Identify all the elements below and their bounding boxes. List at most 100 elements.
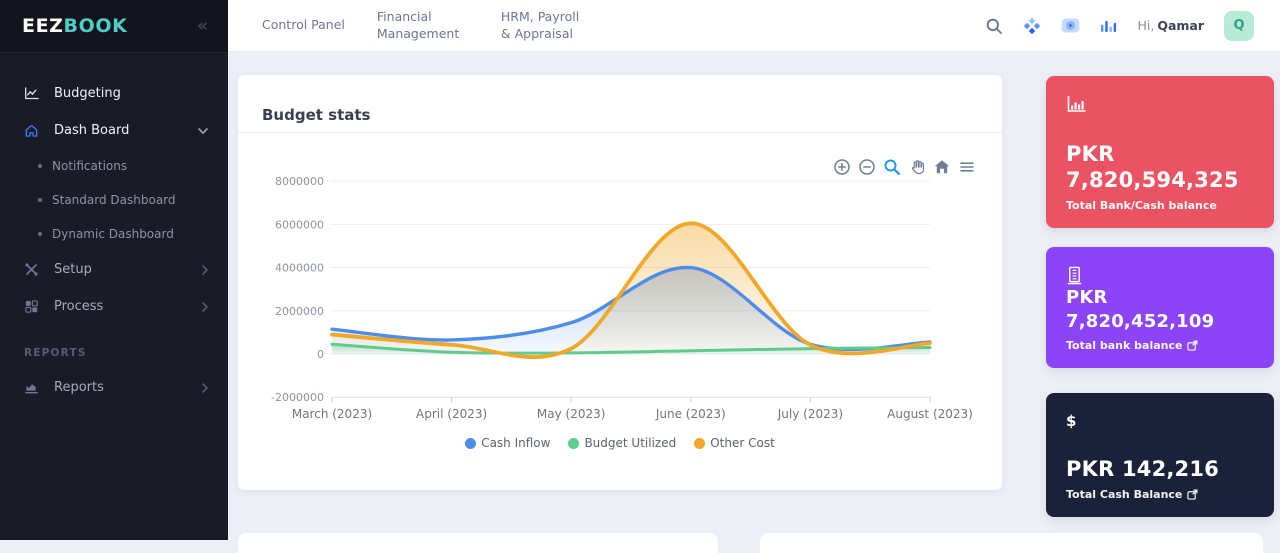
chevron-right-icon: [202, 382, 208, 393]
budget-chart[interactable]: 8000000 6000000 4000000 2000000 0 -2000000 Mar…: [238, 133, 1002, 433]
sidebar-section-label: REPORTS: [24, 347, 87, 359]
legend-label: Other Cost: [710, 436, 775, 450]
logo-part1: EEZ: [22, 15, 64, 37]
external-link-icon[interactable]: [1187, 489, 1198, 500]
selection-zoom-icon[interactable]: [883, 158, 901, 176]
chart-toolbar: [833, 158, 976, 176]
video-tutorial-icon[interactable]: [1061, 18, 1080, 33]
stat-label: Total bank balance: [1066, 339, 1254, 352]
app-logo: EEZBOOK: [22, 15, 127, 37]
sidebar-item-setup[interactable]: Setup: [0, 251, 228, 288]
stat-label: Total Bank/Cash balance: [1066, 199, 1217, 212]
bank-icon: [1066, 265, 1254, 285]
reset-zoom-icon[interactable]: [933, 158, 951, 176]
svg-text:May (2023): May (2023): [537, 407, 606, 421]
user-greeting: Hi, Qamar: [1137, 18, 1204, 33]
budgeting-chart-icon: [24, 86, 39, 101]
bullet-icon: [38, 232, 42, 236]
external-link-icon[interactable]: [1187, 340, 1198, 351]
sidebar-item-label: Dash Board: [54, 123, 130, 138]
topbar-right: Hi, Qamar Q: [985, 10, 1254, 41]
legend-item-budget-utilized[interactable]: Budget Utilized: [568, 436, 676, 450]
svg-text:June (2023): June (2023): [655, 407, 726, 421]
budget-stats-card: Budget stats 8000000 6000000 4000000 200000…: [238, 75, 1002, 490]
stat-value: PKR 142,216: [1066, 456, 1219, 481]
sidebar-collapse-icon[interactable]: «: [197, 15, 208, 36]
sidebar-item-label: Standard Dashboard: [52, 193, 176, 207]
legend-label: Budget Utilized: [584, 436, 677, 450]
process-grid-icon: [24, 299, 39, 314]
svg-text:March (2023): March (2023): [292, 407, 372, 421]
chart-legend: Cash Inflow Budget Utilized Other Cost: [238, 436, 1002, 450]
svg-text:6000000: 6000000: [275, 218, 324, 231]
topnav: Control Panel Financial Management HRM, Pa…: [262, 9, 593, 43]
sidebar-item-process[interactable]: Process: [0, 288, 228, 325]
topnav-item-financial-management[interactable]: Financial Management: [376, 8, 460, 41]
topbar: Control Panel Financial Management HRM, Pa…: [228, 0, 1280, 52]
greeting-prefix: Hi,: [1137, 18, 1155, 33]
sidebar-item-label: Setup: [54, 262, 92, 277]
legend-label: Cash Inflow: [481, 436, 551, 450]
bottom-card-peek-left: [238, 533, 718, 553]
sidebar-item-label: Budgeting: [54, 86, 121, 101]
svg-text:August (2023): August (2023): [887, 407, 973, 421]
topbar-icons: [985, 17, 1117, 35]
sidebar-item-dash-board[interactable]: Dash Board: [0, 112, 228, 149]
home-icon: [24, 123, 39, 138]
sidebar-item-dynamic-dashboard[interactable]: Dynamic Dashboard: [0, 217, 228, 251]
main-content: Budget stats 8000000 6000000 4000000 200000…: [228, 52, 1280, 553]
chevron-right-icon: [202, 301, 208, 312]
stat-value: 7,820,594,325: [1066, 167, 1239, 192]
stat-card-total-bank-balance[interactable]: PKR 7,820,452,109 Total bank balance: [1046, 247, 1274, 368]
svg-text:4000000: 4000000: [275, 262, 324, 275]
menu-icon[interactable]: [958, 158, 976, 176]
legend-dot-icon: [694, 437, 706, 449]
svg-text:July (2023): July (2023): [777, 407, 843, 421]
sidebar-nav: Budgeting Dash Board Notifications Standard…: [0, 53, 228, 406]
stat-card-total-bank-cash-balance[interactable]: PKR 7,820,594,325 Total Bank/Cash balance: [1046, 76, 1274, 228]
apps-icon[interactable]: [1023, 17, 1041, 35]
sidebar-item-budgeting[interactable]: Budgeting: [0, 75, 228, 112]
sidebar-item-label: Dynamic Dashboard: [52, 227, 174, 241]
dollar-icon: $: [1066, 412, 1077, 430]
sidebar: EEZBOOK « Budgeting Dash Board Notificatio…: [0, 0, 228, 540]
topnav-item-hrm-payroll-appraisal[interactable]: HRM, Payroll & Appraisal: [500, 8, 580, 41]
bullet-icon: [38, 164, 42, 168]
zoom-in-icon[interactable]: [833, 158, 851, 176]
sidebar-item-label: Reports: [54, 380, 104, 395]
card-title: Budget stats: [262, 106, 371, 125]
legend-dot-icon: [568, 437, 580, 449]
stat-card-total-cash-balance[interactable]: $ PKR 142,216 Total Cash Balance: [1046, 393, 1274, 517]
sidebar-item-label: Process: [54, 299, 104, 314]
svg-text:8000000: 8000000: [275, 175, 324, 188]
legend-dot-icon: [465, 437, 477, 449]
avatar[interactable]: Q: [1224, 10, 1254, 41]
bar-chart-axis-icon: [1066, 94, 1254, 114]
card-divider: [238, 132, 1002, 133]
legend-item-cash-inflow[interactable]: Cash Inflow: [465, 436, 550, 450]
stat-label: Total Cash Balance: [1066, 488, 1254, 501]
user-name: Qamar: [1157, 18, 1204, 33]
sidebar-item-notifications[interactable]: Notifications: [0, 149, 228, 183]
stat-value: PKR 7,820,452,109: [1066, 287, 1215, 332]
legend-item-other-cost[interactable]: Other Cost: [694, 436, 775, 450]
chevron-down-icon: [198, 127, 208, 134]
svg-text:-2000000: -2000000: [271, 391, 324, 404]
sidebar-item-label: Notifications: [52, 159, 128, 173]
svg-text:2000000: 2000000: [275, 305, 324, 318]
topnav-item-control-panel[interactable]: Control Panel: [262, 17, 345, 33]
sidebar-item-reports[interactable]: Reports: [0, 369, 228, 406]
chevron-right-icon: [202, 264, 208, 275]
zoom-out-icon[interactable]: [858, 158, 876, 176]
svg-text:April (2023): April (2023): [416, 407, 487, 421]
bottom-card-peek-right: [760, 533, 1263, 553]
bullet-icon: [38, 198, 42, 202]
sidebar-item-standard-dashboard[interactable]: Standard Dashboard: [0, 183, 228, 217]
stats-icon[interactable]: [1100, 18, 1117, 33]
pan-icon[interactable]: [908, 158, 926, 176]
sidebar-header: EEZBOOK «: [0, 0, 228, 53]
search-icon[interactable]: [985, 17, 1003, 35]
logo-part2: BOOK: [63, 15, 128, 37]
reports-chart-icon: [24, 380, 39, 395]
